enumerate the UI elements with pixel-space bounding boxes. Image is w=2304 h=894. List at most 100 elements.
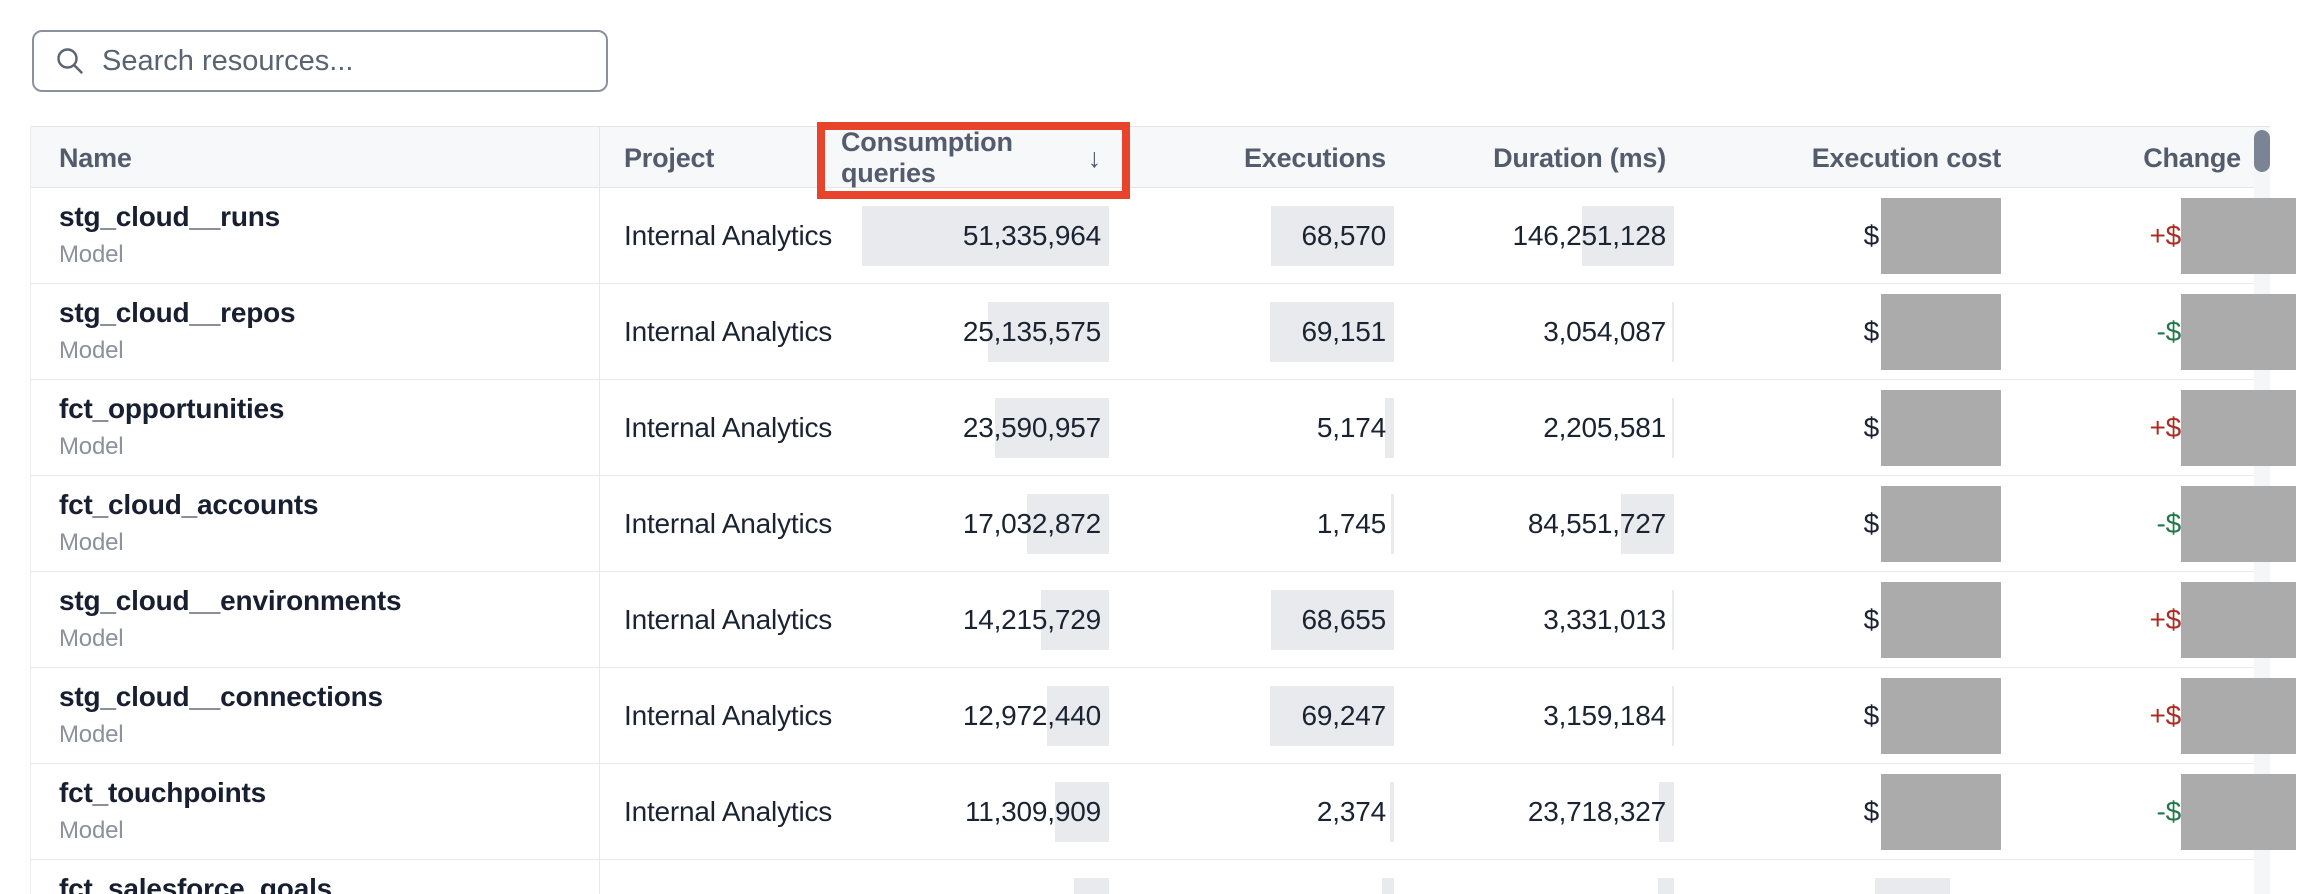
table-row[interactable]: fct_cloud_accounts Model Internal Analyt… bbox=[31, 476, 2296, 572]
project-cell bbox=[600, 860, 841, 894]
consumption-highlight-bar bbox=[862, 205, 1109, 266]
column-header-change[interactable]: Change bbox=[2143, 142, 2241, 173]
resource-name: stg_cloud__repos bbox=[59, 297, 296, 329]
resource-name: stg_cloud__environments bbox=[59, 585, 402, 617]
resource-name-cell: stg_cloud__connections Model bbox=[31, 668, 600, 763]
duration-highlight-bar bbox=[1672, 301, 1674, 362]
consumption-queries-cell: 14,215,729 bbox=[841, 572, 1131, 667]
duration-highlight-bar bbox=[1582, 205, 1674, 266]
cost-redaction-box bbox=[1881, 293, 2001, 370]
change-cell: -$ bbox=[2031, 476, 2296, 571]
change-sign-prefix: +$ bbox=[2149, 219, 2181, 251]
project-cell: Internal Analytics bbox=[624, 795, 833, 827]
consumption-queries-cell: 17,032,872 bbox=[841, 476, 1131, 571]
table-row[interactable]: fct_salesforce_goals Model bbox=[31, 860, 2270, 894]
column-header-duration[interactable]: Duration (ms) bbox=[1493, 142, 1666, 173]
duration-highlight-bar bbox=[1659, 781, 1674, 842]
execution-cost-cell: $ bbox=[1696, 668, 2031, 763]
executions-highlight-bar bbox=[1391, 493, 1394, 554]
executions-highlight-bar bbox=[1382, 877, 1394, 894]
duration-cell: 84,551,727 bbox=[1416, 476, 1696, 571]
executions-highlight-bar bbox=[1385, 397, 1394, 458]
search-box[interactable] bbox=[32, 30, 608, 92]
consumption-highlight-bar bbox=[988, 301, 1109, 362]
executions-cell bbox=[1131, 860, 1416, 894]
consumption-queries-cell: 11,309,909 bbox=[841, 764, 1131, 859]
consumption-highlight-bar bbox=[1047, 685, 1109, 746]
table-row[interactable]: stg_cloud__repos Model Internal Analytic… bbox=[31, 284, 2296, 380]
cost-currency-prefix: $ bbox=[1863, 411, 1880, 443]
execution-cost-cell: $ bbox=[1696, 764, 2031, 859]
resource-name-cell: stg_cloud__runs Model bbox=[31, 188, 600, 283]
column-header-name[interactable]: Name bbox=[31, 127, 600, 189]
execution-cost-cell: $ bbox=[1696, 572, 2031, 667]
cost-redaction-box bbox=[1881, 485, 2001, 562]
table-row[interactable]: fct_opportunities Model Internal Analyti… bbox=[31, 380, 2296, 476]
resource-name: fct_opportunities bbox=[59, 393, 285, 425]
cost-currency-prefix: $ bbox=[1863, 699, 1880, 731]
change-cell: -$ bbox=[2031, 764, 2296, 859]
change-cell: +$ bbox=[2031, 380, 2296, 475]
cost-redaction-box bbox=[1881, 581, 2001, 658]
column-header-execution-cost[interactable]: Execution cost bbox=[1811, 142, 2001, 173]
cost-highlight-bar bbox=[1875, 877, 1950, 894]
execution-cost-cell bbox=[1696, 860, 2031, 894]
change-redaction-box bbox=[2181, 293, 2296, 370]
duration-cell: 23,718,327 bbox=[1416, 764, 1696, 859]
executions-cell: 69,247 bbox=[1131, 668, 1416, 763]
consumption-highlight-bar bbox=[995, 397, 1109, 458]
resource-name: stg_cloud__connections bbox=[59, 681, 383, 713]
consumption-highlight-bar bbox=[1055, 781, 1109, 842]
executions-highlight-bar bbox=[1390, 781, 1394, 842]
column-header-executions[interactable]: Executions bbox=[1243, 142, 1386, 173]
duration-cell: 2,205,581 bbox=[1416, 380, 1696, 475]
duration-highlight-bar bbox=[1658, 877, 1674, 894]
resource-name-cell: stg_cloud__environments Model bbox=[31, 572, 600, 667]
table-row[interactable]: stg_cloud__environments Model Internal A… bbox=[31, 572, 2296, 668]
project-cell: Internal Analytics bbox=[624, 315, 833, 347]
cost-currency-prefix: $ bbox=[1863, 315, 1880, 347]
cost-currency-prefix: $ bbox=[1863, 603, 1880, 635]
table-header-row: Name Project Consumption queries ↓ Execu… bbox=[31, 126, 2270, 189]
project-cell: Internal Analytics bbox=[624, 699, 833, 731]
search-icon bbox=[54, 45, 86, 77]
execution-cost-cell: $ bbox=[1696, 380, 2031, 475]
resource-name-cell: fct_salesforce_goals Model bbox=[31, 860, 600, 894]
table-row[interactable]: stg_cloud__connections Model Internal An… bbox=[31, 668, 2296, 764]
search-input[interactable] bbox=[102, 44, 586, 78]
resource-name: fct_cloud_accounts bbox=[59, 489, 319, 521]
consumption-queries-cell: 25,135,575 bbox=[841, 284, 1131, 379]
change-redaction-box bbox=[2181, 389, 2296, 466]
change-sign-prefix: +$ bbox=[2149, 603, 2181, 635]
duration-cell bbox=[1416, 860, 1696, 894]
consumption-highlight-bar bbox=[1074, 877, 1109, 894]
column-header-consumption-queries[interactable]: Consumption queries ↓ bbox=[841, 127, 1101, 188]
duration-highlight-bar bbox=[1672, 397, 1674, 458]
duration-cell: 3,054,087 bbox=[1416, 284, 1696, 379]
project-cell: Internal Analytics bbox=[624, 603, 833, 635]
cost-redaction-box bbox=[1881, 389, 2001, 466]
consumption-queries-cell bbox=[841, 860, 1131, 894]
project-cell: Internal Analytics bbox=[624, 507, 833, 539]
executions-cell: 1,745 bbox=[1131, 476, 1416, 571]
change-redaction-box bbox=[2181, 677, 2296, 754]
project-cell: Internal Analytics bbox=[624, 219, 833, 251]
column-header-project[interactable]: Project bbox=[624, 142, 715, 173]
vertical-scrollbar-thumb[interactable] bbox=[2254, 130, 2270, 172]
resource-type-label: Model bbox=[59, 624, 124, 652]
executions-cell: 68,655 bbox=[1131, 572, 1416, 667]
consumption-highlight-bar bbox=[1041, 589, 1109, 650]
execution-cost-cell: $ bbox=[1696, 476, 2031, 571]
cost-redaction-box bbox=[1881, 677, 2001, 754]
change-cell: -$ bbox=[2031, 284, 2296, 379]
executions-highlight-bar bbox=[1270, 301, 1394, 362]
consumption-queries-cell: 23,590,957 bbox=[841, 380, 1131, 475]
consumption-queries-cell: 12,972,440 bbox=[841, 668, 1131, 763]
table-row[interactable]: stg_cloud__runs Model Internal Analytics… bbox=[31, 188, 2296, 284]
cost-redaction-box bbox=[1881, 197, 2001, 274]
cost-currency-prefix: $ bbox=[1863, 507, 1880, 539]
executions-cell: 2,374 bbox=[1131, 764, 1416, 859]
table-row[interactable]: fct_touchpoints Model Internal Analytics… bbox=[31, 764, 2296, 860]
change-redaction-box bbox=[2181, 581, 2296, 658]
